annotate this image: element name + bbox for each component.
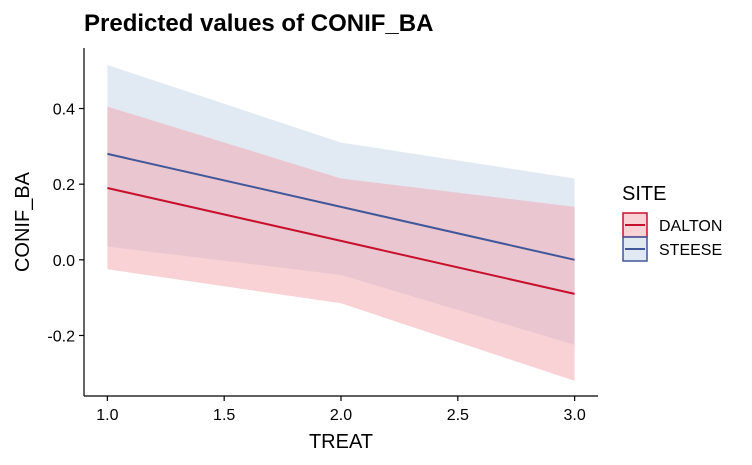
confidence-bands	[107, 65, 575, 381]
legend-key-dalton	[622, 212, 648, 238]
x-tick-label: 2.0	[330, 407, 352, 424]
legend-label-steese: STEESE	[659, 242, 722, 259]
series-lines	[107, 152, 575, 295]
y-axis-ticks: -0.2 0.0 0.2 0.4	[47, 102, 84, 345]
x-axis-title: TREAT	[309, 431, 373, 453]
x-axis-ticks: 1.0 1.5 2.0 2.5 3.0	[96, 396, 586, 424]
legend-label-dalton: DALTON	[659, 218, 722, 235]
y-tick-label: 0.4	[53, 102, 75, 119]
y-axis-title: CONIF_BA	[12, 171, 34, 272]
x-tick-label: 3.0	[564, 407, 586, 424]
legend-key-steese	[622, 236, 648, 262]
legend-title: SITE	[622, 183, 666, 205]
legend: SITE DALTON STEESE	[622, 183, 722, 262]
x-tick-label: 2.5	[447, 407, 469, 424]
chart-title: Predicted values of CONIF_BA	[84, 10, 433, 37]
x-tick-label: 1.5	[213, 407, 235, 424]
series-line-steese	[107, 152, 575, 261]
y-tick-label: 0.0	[53, 253, 75, 270]
y-tick-label: -0.2	[47, 328, 75, 345]
series-line-dalton	[107, 187, 575, 295]
confidence-band-dalton	[107, 106, 575, 381]
x-tick-label: 1.0	[96, 407, 118, 424]
y-tick-label: 0.2	[53, 177, 75, 194]
